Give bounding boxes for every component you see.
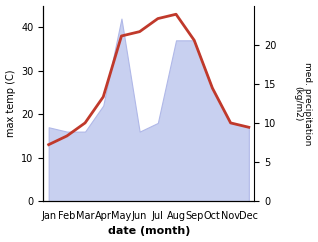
Y-axis label: med. precipitation
(kg/m2): med. precipitation (kg/m2) <box>293 62 313 145</box>
X-axis label: date (month): date (month) <box>107 227 190 236</box>
Y-axis label: max temp (C): max temp (C) <box>5 70 16 137</box>
